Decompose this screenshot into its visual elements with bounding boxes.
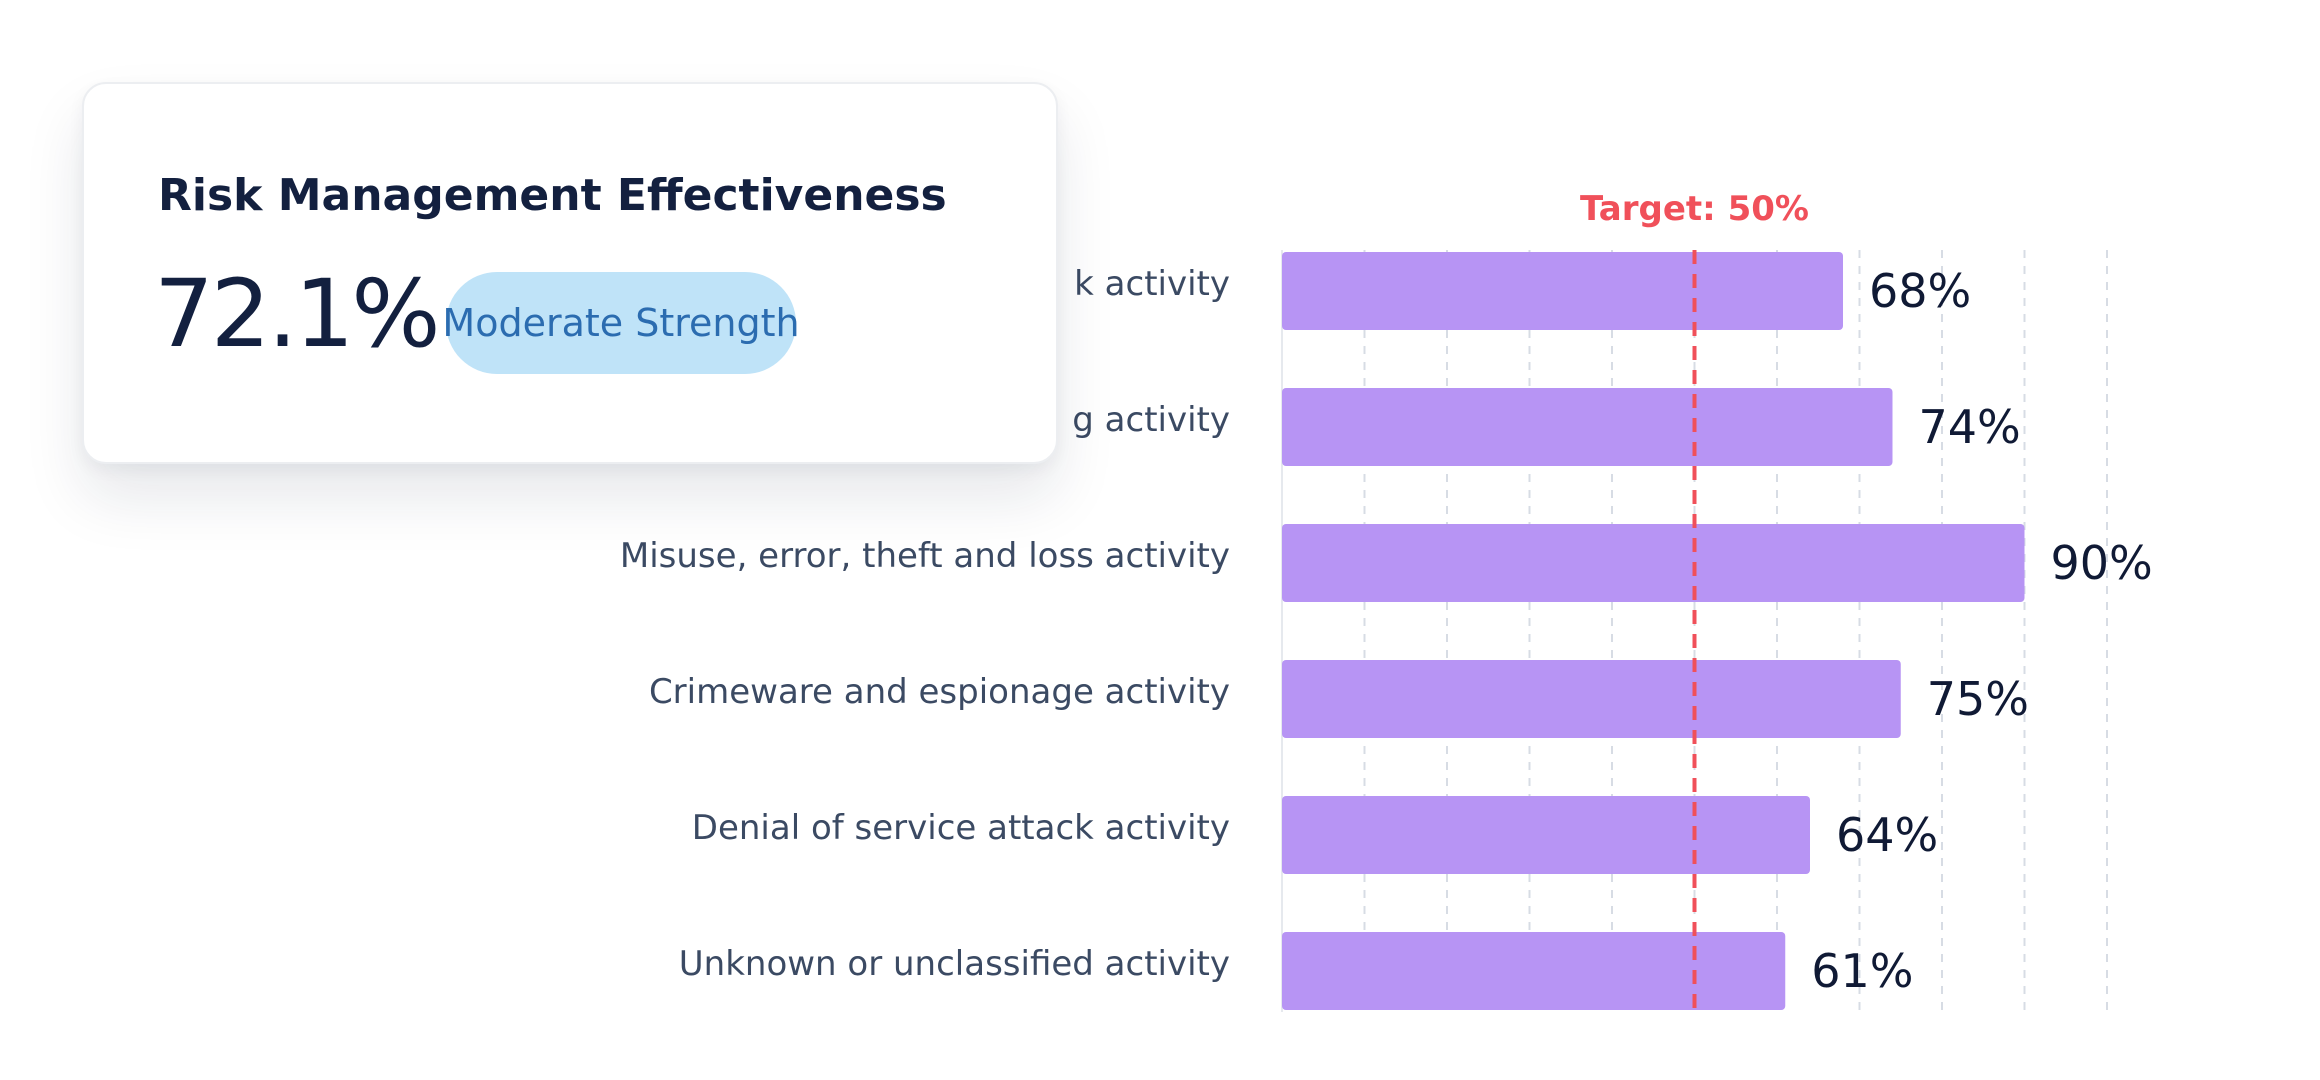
category-label: Misuse, error, theft and loss activity [620,536,1230,576]
chart-gridlines [1363,250,2108,1012]
bar [1282,796,1810,874]
bar [1282,932,1786,1010]
category-label: Unknown or unclassified activity [679,944,1230,984]
target-label: Target: 50% [1580,189,1809,229]
chart-bars [1282,252,2025,1010]
category-label: k activity [1074,264,1230,304]
card-title: Risk Management Effectiveness [158,170,947,221]
value-label: 75% [1927,672,2029,726]
strength-badge: Moderate Strength [442,272,800,374]
category-label: g activity [1072,400,1230,440]
effectiveness-value: 72.1% [154,260,441,369]
bar [1282,660,1901,738]
value-label: 64% [1836,808,1938,862]
category-label: Denial of service attack activity [692,808,1230,848]
value-label: 90% [2051,536,2153,590]
value-label: 74% [1919,400,2021,454]
bar [1282,524,2025,602]
chart-labels: 68% k activity 74% g activity 90% Misuse, err… [620,264,2153,998]
value-label: 61% [1811,944,1913,998]
effectiveness-card: Risk Management Effectiveness 72.1% Mode… [82,82,1058,464]
bar [1282,252,1843,330]
bar [1282,388,1893,466]
value-label: 68% [1869,264,1971,318]
category-label: Crimeware and espionage activity [649,672,1230,712]
chart-target: Target: 50% [1580,189,1809,1012]
